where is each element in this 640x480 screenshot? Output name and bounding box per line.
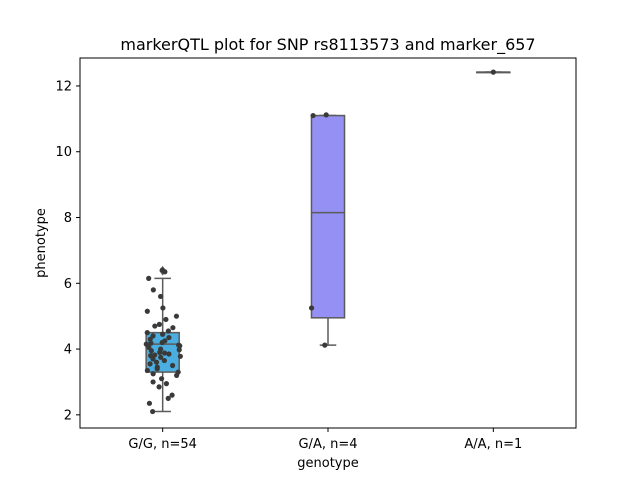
data-point bbox=[163, 316, 169, 323]
data-point bbox=[163, 381, 170, 387]
data-point bbox=[166, 351, 172, 357]
y-tick-label: 2 bbox=[64, 408, 72, 423]
data-point bbox=[152, 323, 158, 329]
data-point bbox=[150, 379, 156, 385]
data-point bbox=[176, 347, 182, 353]
data-point bbox=[147, 361, 153, 367]
data-point bbox=[159, 339, 165, 346]
data-point bbox=[158, 354, 164, 360]
data-point bbox=[147, 336, 153, 342]
data-point bbox=[170, 325, 176, 331]
data-point bbox=[177, 343, 183, 349]
x-tick-label: G/A, n=4 bbox=[298, 437, 357, 452]
data-point bbox=[323, 112, 329, 118]
data-point bbox=[144, 367, 150, 374]
data-point bbox=[173, 313, 180, 319]
data-point bbox=[150, 408, 156, 415]
data-point bbox=[146, 400, 153, 406]
y-tick-label: 4 bbox=[64, 343, 72, 358]
data-point bbox=[156, 321, 163, 327]
data-point bbox=[153, 359, 160, 365]
data-point bbox=[148, 340, 154, 346]
y-tick-label: 6 bbox=[64, 277, 72, 292]
data-point bbox=[177, 353, 183, 359]
data-point bbox=[158, 293, 164, 300]
data-point bbox=[146, 275, 152, 281]
data-point bbox=[144, 308, 150, 314]
data-point bbox=[165, 395, 171, 401]
data-point bbox=[156, 384, 162, 390]
y-axis-label: phenotype bbox=[34, 208, 49, 278]
plot-area bbox=[143, 69, 511, 415]
data-point bbox=[144, 330, 150, 336]
data-point bbox=[490, 69, 496, 75]
data-point bbox=[165, 328, 171, 334]
data-point bbox=[162, 269, 168, 275]
x-tick-label: G/G, n=54 bbox=[128, 437, 196, 452]
data-point bbox=[310, 112, 316, 119]
x-axis-label: genotype bbox=[297, 456, 358, 471]
data-point bbox=[169, 392, 175, 398]
y-tick-label: 8 bbox=[64, 211, 72, 226]
box-group bbox=[310, 114, 346, 346]
chart-title: markerQTL plot for SNP rs8113573 and mar… bbox=[120, 35, 535, 55]
data-point bbox=[166, 334, 172, 341]
data-point bbox=[152, 352, 158, 358]
data-point bbox=[150, 356, 156, 362]
data-point bbox=[160, 331, 166, 337]
y-axis: 2 4 6 8 10 12 bbox=[55, 79, 80, 423]
data-point bbox=[161, 357, 167, 364]
y-tick-label: 10 bbox=[55, 145, 72, 160]
data-point bbox=[308, 305, 315, 311]
x-tick-label: A/A, n=1 bbox=[464, 437, 522, 452]
y-tick-label: 12 bbox=[55, 79, 72, 94]
data-point bbox=[161, 350, 168, 356]
x-axis: G/G, n=54 G/A, n=4 A/A, n=1 bbox=[128, 428, 522, 452]
data-point bbox=[157, 349, 163, 355]
data-point bbox=[154, 366, 160, 372]
box-iqr bbox=[310, 114, 346, 319]
data-point bbox=[174, 372, 180, 378]
data-point bbox=[150, 371, 156, 377]
data-point bbox=[322, 342, 328, 348]
data-point bbox=[159, 376, 165, 382]
data-point bbox=[169, 362, 176, 369]
data-point bbox=[148, 348, 154, 354]
data-point bbox=[160, 305, 166, 311]
data-point bbox=[150, 287, 156, 293]
